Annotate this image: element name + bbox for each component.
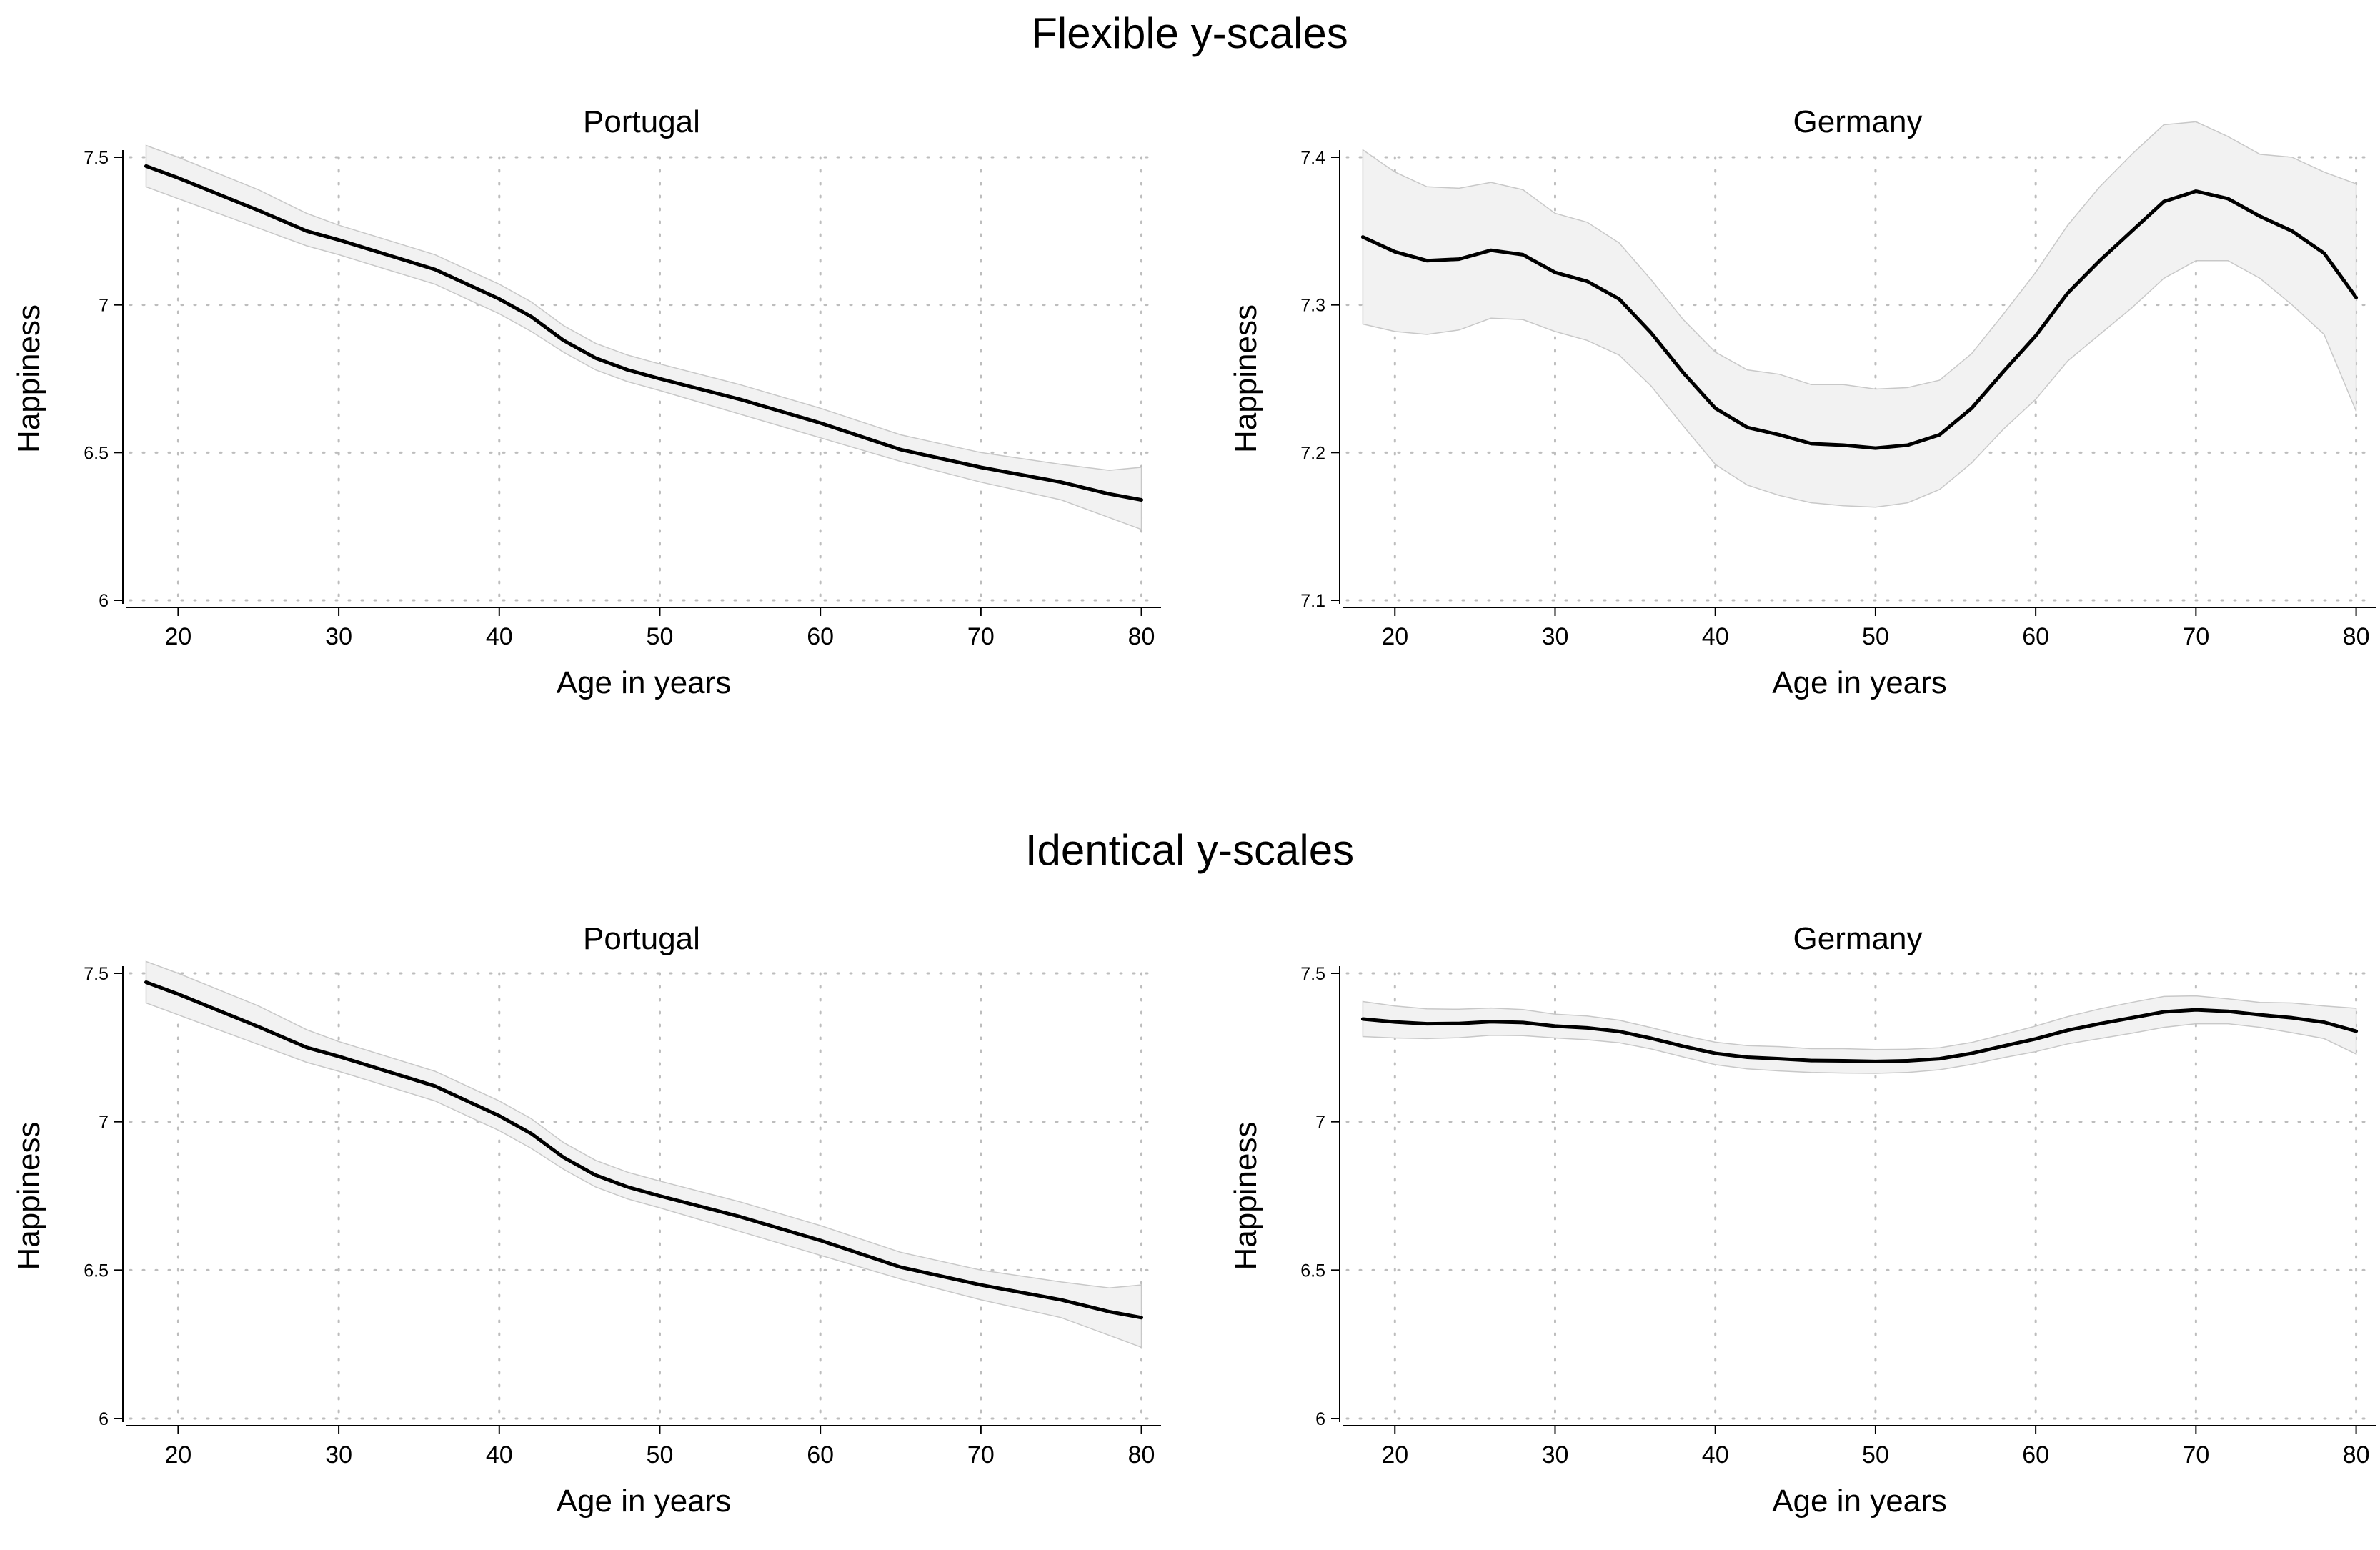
y-tick-label: 7	[99, 296, 109, 316]
y-tick-label: 6.5	[84, 1261, 109, 1281]
y-tick-label: 7.2	[1300, 443, 1325, 463]
series-line	[144, 164, 1143, 502]
x-axis-label: Age in years	[557, 1484, 732, 1519]
x-tick-label: 80	[1128, 1441, 1155, 1469]
x-tick-label: 80	[2343, 623, 2370, 650]
x-tick-label: 20	[164, 1441, 191, 1469]
x-tick-label: 70	[967, 1441, 995, 1469]
section-title-identical: Identical y-scales	[1025, 826, 1354, 874]
x-tick-label: 30	[1542, 1441, 1569, 1469]
x-tick-label: 60	[807, 623, 834, 650]
y-tick-label: 7.5	[84, 148, 109, 168]
y-axis-label: Happiness	[11, 1122, 46, 1271]
x-tick-label: 60	[2022, 1441, 2049, 1469]
panel-title: Portugal	[583, 921, 700, 956]
y-tick-label: 6.5	[84, 443, 109, 463]
panel-identical-germany: Germany 6 6.5 7 7.5 20 30 40 50 60 70 80 Age in year…	[1228, 921, 2376, 1519]
x-tick-label: 20	[1381, 1441, 1408, 1469]
panel-title: Germany	[1793, 104, 1923, 139]
x-tick-label: 50	[647, 1441, 674, 1469]
x-tick-label: 20	[1381, 623, 1408, 650]
confidence-band	[1362, 995, 2357, 1074]
y-tick-label: 7.5	[84, 964, 109, 984]
y-axis-label: Happiness	[11, 304, 46, 453]
x-tick-label: 80	[2343, 1441, 2370, 1469]
x-tick-label: 60	[2022, 623, 2049, 650]
panel-flexible-germany: Germany 7.1 7.2 7.3 7.4 20 30 40 50 60 70 80 Age in …	[1228, 104, 2376, 700]
y-tick-label: 7	[1315, 1113, 1325, 1133]
x-tick-label: 30	[325, 1441, 352, 1469]
section-title-flexible: Flexible y-scales	[1031, 9, 1348, 57]
x-tick-label: 20	[164, 623, 191, 650]
x-tick-label: 50	[1862, 623, 1889, 650]
y-tick-label: 6	[1315, 1409, 1325, 1429]
x-tick-label: 70	[2182, 623, 2209, 650]
x-tick-label: 40	[486, 623, 513, 650]
x-tick-label: 60	[807, 1441, 834, 1469]
series-line	[1360, 189, 2359, 450]
y-tick-label: 7.4	[1300, 148, 1325, 168]
y-tick-label: 7.3	[1300, 296, 1325, 316]
x-tick-label: 40	[1702, 623, 1729, 650]
panel-flexible-portugal: Portugal 6 6.5 7 7.5 20 30 40 50 60 70 80 Age in yea…	[11, 104, 1161, 700]
y-tick-label: 7.5	[1300, 964, 1325, 984]
x-tick-label: 80	[1128, 623, 1155, 650]
y-axis-label: Happiness	[1228, 304, 1263, 453]
series-line	[1360, 1008, 2359, 1063]
y-tick-label: 6.5	[1300, 1261, 1325, 1281]
y-tick-label: 7.1	[1300, 591, 1325, 611]
x-tick-label: 30	[1542, 623, 1569, 650]
x-tick-label: 50	[647, 623, 674, 650]
y-tick-label: 6	[99, 591, 109, 611]
x-tick-label: 40	[1702, 1441, 1729, 1469]
x-axis-label: Age in years	[557, 665, 732, 700]
x-tick-label: 70	[2182, 1441, 2209, 1469]
y-axis-label: Happiness	[1228, 1122, 1263, 1271]
confidence-band	[1362, 121, 2357, 508]
panel-title: Portugal	[583, 104, 700, 139]
y-tick-label: 7	[99, 1113, 109, 1133]
x-axis-label: Age in years	[1772, 1484, 1947, 1519]
x-tick-label: 30	[325, 623, 352, 650]
y-tick-label: 6	[99, 1409, 109, 1429]
x-tick-label: 50	[1862, 1441, 1889, 1469]
x-axis-label: Age in years	[1772, 665, 1947, 700]
x-tick-label: 40	[486, 1441, 513, 1469]
panel-title: Germany	[1793, 921, 1923, 956]
confidence-band	[145, 960, 1142, 1348]
x-tick-label: 70	[967, 623, 995, 650]
panel-identical-portugal: Portugal 6 6.5 7 7.5 20 30 40 50 60 70 80 Age in yea…	[11, 921, 1161, 1519]
confidence-band	[145, 144, 1142, 530]
series-line	[144, 980, 1143, 1320]
